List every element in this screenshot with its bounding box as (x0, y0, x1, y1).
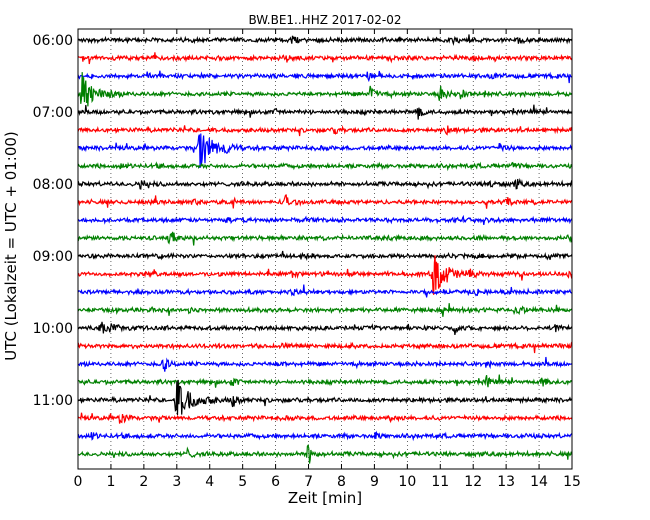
y-ticks: 06:00 07:00 08:00 09:00 10:00 11:00 (33, 33, 572, 409)
trace-0600 (77, 34, 573, 46)
x-tick-label: 7 (304, 474, 313, 490)
x-tick-label: 9 (370, 474, 379, 490)
x-tick-label: 3 (172, 474, 181, 490)
x-ticks: 0 1 2 3 4 5 6 7 8 9 10 11 12 13 14 15 (74, 29, 581, 490)
trace-0745 (77, 161, 573, 172)
y-tick-label: 08:00 (33, 177, 73, 193)
trace-0945 (77, 303, 573, 317)
trace-1045 (77, 374, 573, 388)
trace-0730 (77, 133, 573, 169)
trace-0615 (77, 52, 573, 65)
trace-1015 (77, 341, 573, 354)
y-tick-label: 06:00 (33, 33, 73, 49)
trace-0845 (77, 231, 573, 246)
trace-1145 (77, 443, 573, 464)
trace-1100 (77, 379, 573, 416)
trace-1130 (77, 430, 573, 442)
trace-0930 (77, 284, 573, 298)
chart-title: BW.BE1..HHZ 2017-02-02 (248, 13, 401, 27)
x-tick-label: 5 (238, 474, 247, 490)
x-tick-label: 6 (271, 474, 280, 490)
x-axis-label: Zeit [min] (288, 489, 362, 507)
trace-1000 (77, 321, 573, 336)
plot-frame (77, 28, 573, 470)
y-tick-label: 09:00 (33, 249, 73, 265)
x-tick-label: 14 (530, 474, 548, 490)
y-axis-label: UTC (Lokalzeit = UTC + 01:00) (2, 131, 20, 361)
x-tick-label: 15 (563, 474, 581, 490)
trace-1115 (77, 412, 573, 424)
trace-0815 (78, 194, 573, 209)
trace-1030 (77, 356, 573, 372)
x-tick-label: 12 (464, 474, 482, 490)
x-tick-label: 11 (431, 474, 449, 490)
x-tick-label: 13 (497, 474, 515, 490)
trace-0900 (78, 250, 573, 262)
trace-0700 (77, 104, 573, 120)
traces (77, 34, 573, 464)
trace-0630 (77, 70, 573, 84)
trace-0715 (77, 125, 573, 137)
x-tick-label: 2 (139, 474, 148, 490)
x-tick-label: 10 (398, 474, 416, 490)
grid (110, 29, 540, 469)
trace-0800 (77, 177, 573, 190)
x-tick-label: 0 (74, 474, 83, 490)
y-tick-label: 10:00 (33, 321, 73, 337)
trace-0915 (77, 255, 573, 295)
x-tick-label: 8 (337, 474, 346, 490)
trace-0645 (77, 72, 573, 107)
x-tick-label: 4 (205, 474, 214, 490)
trace-0830 (77, 214, 573, 225)
y-tick-label: 07:00 (33, 105, 73, 121)
y-tick-label: 11:00 (33, 393, 73, 409)
x-tick-label: 1 (106, 474, 115, 490)
